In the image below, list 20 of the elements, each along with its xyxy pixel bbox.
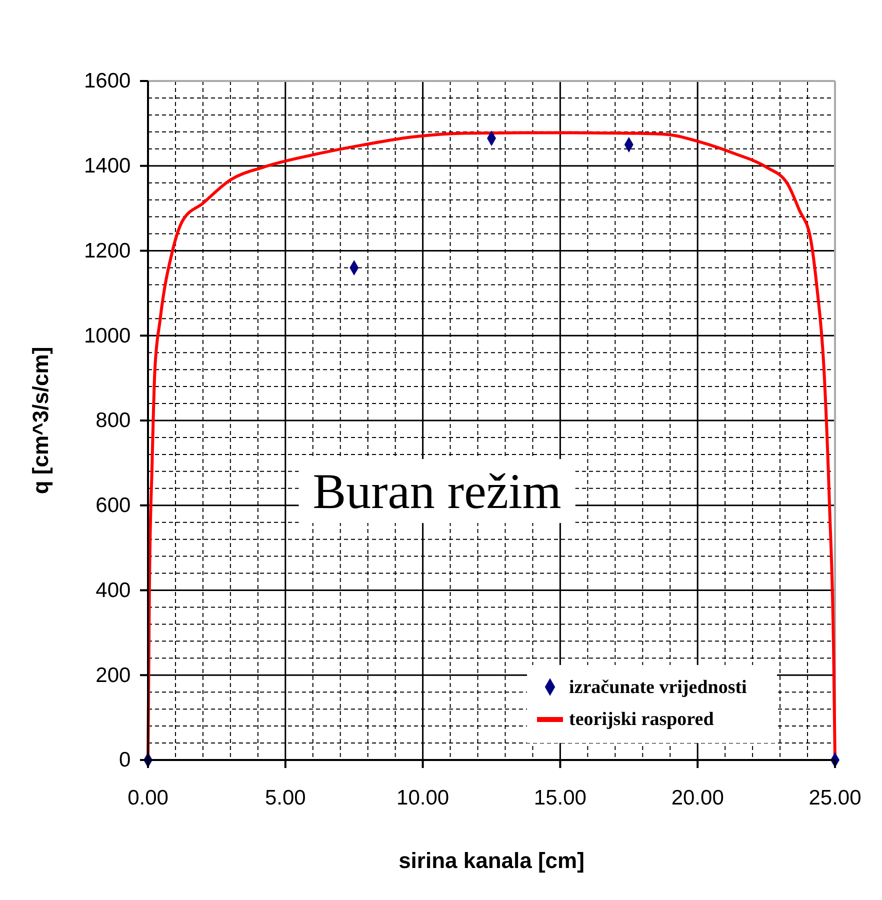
x-tick-label: 25.00	[808, 786, 862, 810]
y-tick-label: 1200	[84, 239, 131, 262]
x-tick-label: 0.00	[128, 786, 168, 810]
y-tick-label: 1400	[84, 154, 131, 178]
y-tick-label: 1600	[84, 70, 131, 93]
x-tick-label: 10.00	[396, 786, 450, 810]
annotation: Buran režim	[312, 463, 562, 519]
x-axis-title: sirina kanala [cm]	[398, 848, 584, 873]
y-tick-label: 200	[96, 664, 131, 687]
x-tick-label: 5.00	[264, 786, 306, 810]
legend-label: izračunate vrijednosti	[569, 677, 747, 698]
legend-label: teorijski raspored	[569, 709, 714, 730]
y-axis-title: q [cm^3/s/cm]	[28, 346, 53, 494]
y-tick-label: 800	[96, 409, 131, 432]
y-tick-label: 1000	[84, 324, 131, 348]
y-tick-label: 400	[96, 578, 131, 602]
y-tick-label: 0	[119, 748, 131, 772]
y-tick-label: 600	[96, 494, 131, 518]
x-tick-label: 15.00	[534, 786, 586, 810]
x-tick-label: 20.00	[671, 786, 724, 810]
